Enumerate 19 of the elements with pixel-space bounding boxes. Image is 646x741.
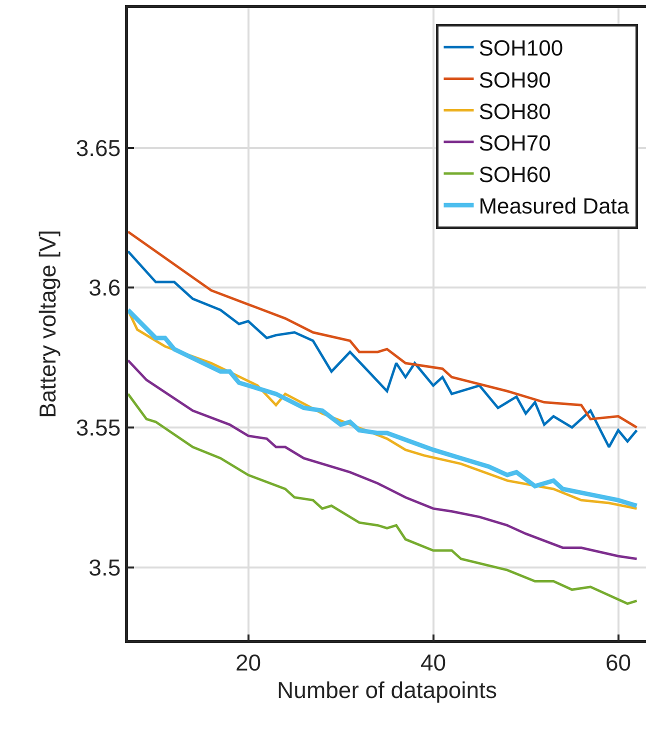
- line-series: [128, 250, 638, 448]
- y-tick-label: 3.55: [76, 414, 121, 441]
- x-axis-title: Number of datapoints: [277, 676, 497, 703]
- y-tick-label: 3.6: [88, 274, 121, 301]
- line-series: [128, 392, 638, 605]
- x-tick-label: 20: [235, 649, 262, 676]
- legend-label: SOH60: [478, 162, 551, 188]
- line-series: [128, 230, 638, 429]
- y-axis-title: Battery voltage [V]: [34, 230, 60, 418]
- legend-label: SOH100: [478, 36, 564, 61]
- y-tick-label: 3.65: [76, 134, 121, 161]
- legend-label: Measured Data: [478, 194, 630, 219]
- x-tick-label: 40: [420, 649, 446, 676]
- legend-label: SOH70: [478, 130, 551, 156]
- line-series: [128, 359, 638, 560]
- legend-label: SOH80: [478, 98, 551, 124]
- y-tick-label: 3.5: [88, 554, 121, 580]
- x-tick-label: 60: [605, 649, 632, 676]
- legend-label: SOH90: [478, 67, 551, 92]
